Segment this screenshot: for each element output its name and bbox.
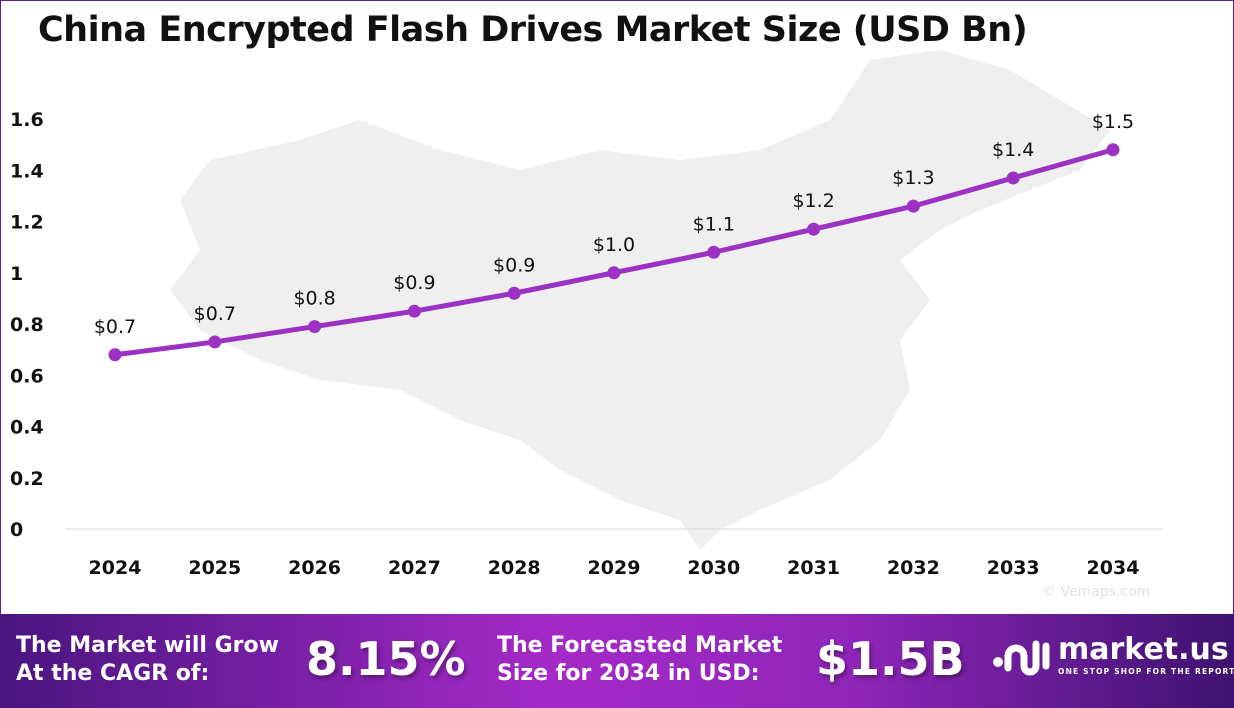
y-tick-label: 1	[10, 263, 23, 285]
forecast-label-line2: Size for 2034 in USD:	[497, 661, 760, 686]
y-tick-label: 1.6	[10, 109, 44, 131]
cagr-label-line2: At the CAGR of:	[16, 661, 210, 686]
y-tick-label: 0	[10, 519, 23, 541]
data-point	[1006, 171, 1020, 185]
x-tick-label: 2033	[987, 557, 1040, 579]
x-tick-label: 2024	[89, 557, 142, 579]
data-label: $1.0	[593, 234, 635, 256]
y-tick-label: 0.2	[10, 468, 44, 490]
chart-title: China Encrypted Flash Drives Market Size…	[38, 10, 1028, 50]
y-tick-label: 1.2	[10, 212, 44, 234]
data-label: $1.4	[992, 139, 1034, 161]
map-credit: © Vemaps.com	[1042, 584, 1151, 600]
data-label: $0.7	[194, 303, 236, 325]
x-tick-label: 2025	[188, 557, 241, 579]
x-tick-label: 2030	[687, 557, 740, 579]
data-point	[208, 335, 222, 349]
x-tick-label: 2034	[1087, 557, 1140, 579]
market-us-logo-icon	[993, 640, 1050, 676]
data-label: $0.9	[393, 272, 435, 294]
x-tick-label: 2028	[488, 557, 541, 579]
data-point	[906, 199, 920, 213]
x-tick-label: 2032	[887, 557, 940, 579]
logo-tagline: ONE STOP SHOP FOR THE REPORTS	[1058, 667, 1234, 676]
data-label: $0.7	[94, 316, 136, 338]
x-tick-label: 2031	[787, 557, 840, 579]
forecast-label-line1: The Forecasted Market	[497, 633, 783, 658]
x-tick-label: 2027	[388, 557, 441, 579]
cagr-value: 8.15%	[306, 632, 466, 686]
data-label: $1.2	[792, 190, 834, 212]
china-map-background	[170, 50, 1110, 550]
data-point	[807, 222, 821, 236]
data-point	[607, 266, 621, 280]
summary-banner	[0, 614, 1234, 708]
line-chart: 0 0.2 0.4 0.6 0.8 1 1.2 1.4 1.6 2024 2025 2026 2027…	[10, 50, 1163, 579]
data-point	[108, 348, 122, 362]
data-point	[507, 286, 521, 300]
y-tick-label: 0.8	[10, 314, 44, 336]
x-tick-label: 2026	[288, 557, 341, 579]
y-tick-label: 0.4	[10, 417, 44, 439]
logo-name: market.us	[1058, 632, 1229, 667]
data-point	[407, 304, 421, 318]
forecast-value: $1.5B	[816, 632, 965, 686]
y-tick-label: 1.4	[10, 160, 44, 182]
data-point	[1106, 143, 1120, 157]
data-label: $0.8	[293, 288, 335, 310]
data-point	[707, 245, 721, 259]
x-tick-label: 2029	[588, 557, 641, 579]
data-label: $1.3	[892, 167, 934, 189]
data-label: $0.9	[493, 254, 535, 276]
cagr-label-line1: The Market will Grow	[16, 633, 279, 658]
y-tick-label: 0.6	[10, 365, 44, 387]
data-label: $1.5	[1092, 111, 1134, 133]
data-point	[308, 320, 322, 334]
data-label: $1.1	[693, 213, 735, 235]
